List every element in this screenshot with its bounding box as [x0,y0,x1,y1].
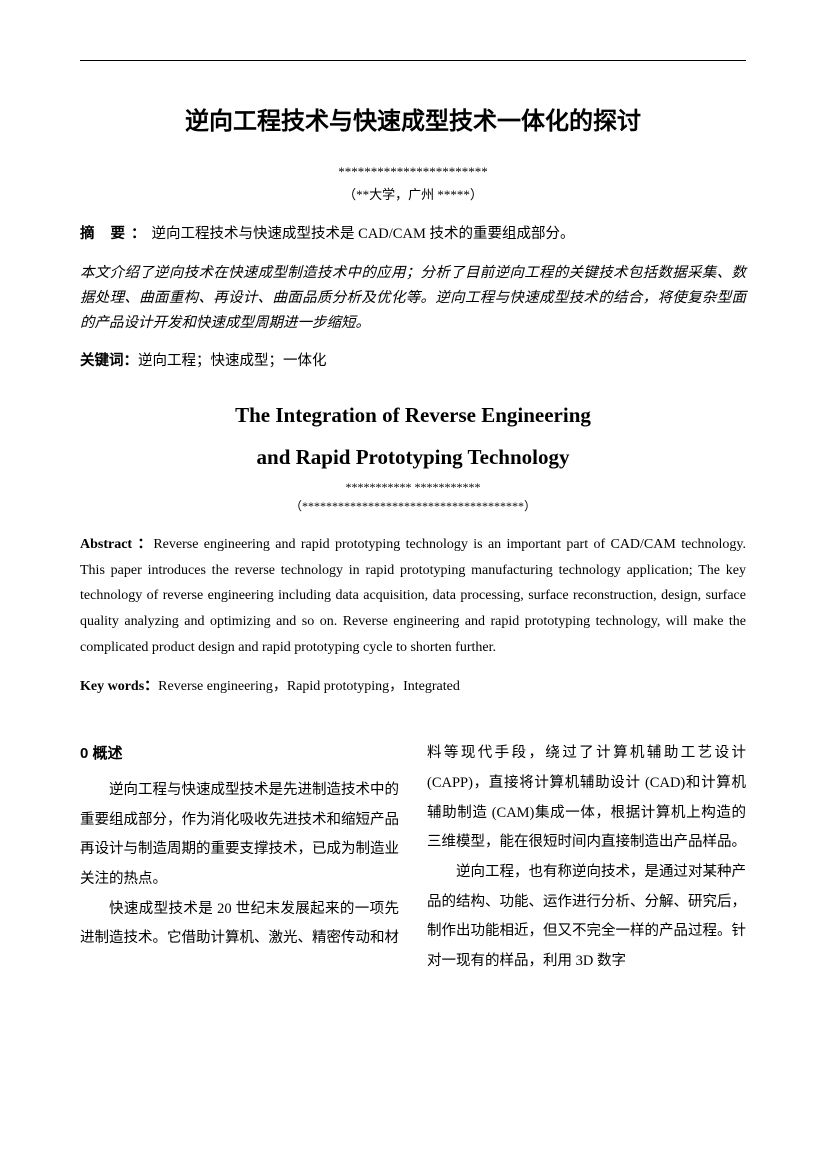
keywords-english: Key words：Reverse engineering，Rapid prot… [80,675,746,695]
title-en-line2: and Rapid Prototyping Technology [257,445,570,469]
affiliation-english: （*************************************） [80,497,746,514]
authors-chinese: *********************** [80,164,746,180]
authors-english: *********** *********** [80,480,746,495]
keywords-cn-text: 逆向工程；快速成型；一体化 [138,353,327,369]
body-two-column: 0 概述 逆向工程与快速成型技术是先进制造技术中的重要组成部分，作为消化吸收先进… [80,739,746,977]
section-0-para-3: 逆向工程，也有称逆向技术，是通过对某种产品的结构、功能、运作进行分析、分解、研究… [427,858,746,977]
keywords-en-text: Reverse engineering，Rapid prototyping，In… [158,679,460,694]
abstract-cn-label: 摘 要： [80,226,152,242]
title-chinese: 逆向工程技术与快速成型技术一体化的探讨 [80,101,746,136]
abstract-en-label: Abstract ： [80,537,153,552]
keywords-chinese: 关键词：逆向工程；快速成型；一体化 [80,349,746,370]
keywords-en-label: Key words： [80,679,158,694]
affiliation-chinese: （**大学，广州 *****） [80,184,746,203]
abstract-en-text: Reverse engineering and rapid prototypin… [80,537,746,656]
abstract-chinese-lead: 摘 要：逆向工程技术与快速成型技术是 CAD/CAM 技术的重要组成部分。 [80,221,746,249]
section-0-para-1: 逆向工程与快速成型技术是先进制造技术中的重要组成部分，作为消化吸收先进技术和缩短… [80,776,399,895]
keywords-cn-label: 关键词： [80,353,138,369]
abstract-chinese-body: 本文介绍了逆向技术在快速成型制造技术中的应用；分析了目前逆向工程的关键技术包括数… [80,261,746,337]
abstract-cn-lead-text: 逆向工程技术与快速成型技术是 CAD/CAM 技术的重要组成部分。 [152,226,575,242]
section-0-heading: 0 概述 [80,739,399,770]
title-en-line1: The Integration of Reverse Engineering [235,403,591,427]
title-english: The Integration of Reverse Engineering a… [80,394,746,478]
top-rule [80,60,746,61]
abstract-english: Abstract ：Reverse engineering and rapid … [80,532,746,661]
